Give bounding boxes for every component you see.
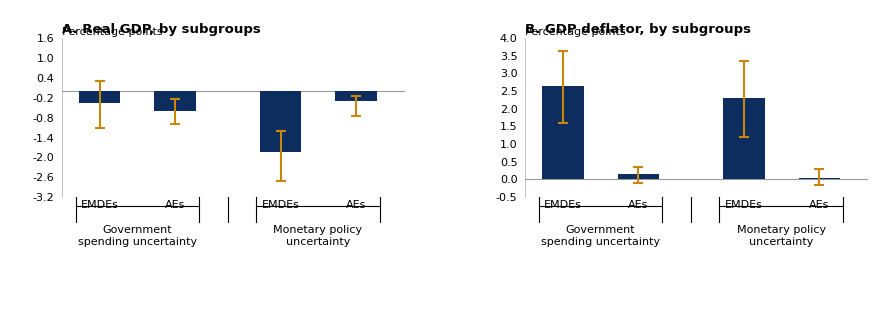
Text: AEs: AEs — [628, 200, 649, 210]
Bar — [542, 86, 584, 179]
Bar — [798, 178, 840, 179]
Text: AEs: AEs — [346, 200, 366, 210]
Text: A. Real GDP, by subgroups: A. Real GDP, by subgroups — [62, 23, 260, 36]
Text: EMDEs: EMDEs — [81, 200, 119, 210]
Bar — [260, 91, 301, 152]
Bar — [723, 98, 765, 179]
Text: Government
spending uncertainty: Government spending uncertainty — [78, 225, 197, 246]
Bar — [154, 91, 196, 111]
Text: AEs: AEs — [165, 200, 185, 210]
Bar — [336, 91, 377, 101]
Text: EMDEs: EMDEs — [725, 200, 763, 210]
Text: Percentage points: Percentage points — [62, 27, 163, 37]
Text: Government
spending uncertainty: Government spending uncertainty — [541, 225, 660, 246]
Text: AEs: AEs — [809, 200, 829, 210]
Text: EMDEs: EMDEs — [261, 200, 299, 210]
Text: Monetary policy
uncertainty: Monetary policy uncertainty — [736, 225, 826, 246]
Bar — [618, 174, 659, 179]
Text: Monetary policy
uncertainty: Monetary policy uncertainty — [274, 225, 362, 246]
Text: EMDEs: EMDEs — [544, 200, 582, 210]
Text: Percentage points: Percentage points — [525, 27, 626, 37]
Bar — [79, 91, 120, 103]
Text: B. GDP deflator, by subgroups: B. GDP deflator, by subgroups — [525, 23, 751, 36]
